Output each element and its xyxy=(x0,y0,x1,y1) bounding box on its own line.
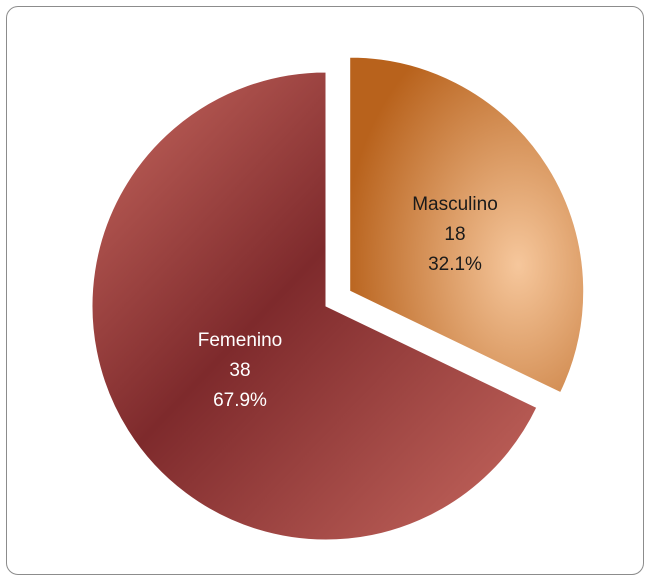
masculino-percent-label: 32.1% xyxy=(428,254,482,275)
masculino-data-label: Masculino 18 32.1% xyxy=(412,194,498,275)
femenino-value-label: 38 xyxy=(229,360,250,381)
femenino-category-label: Femenino xyxy=(198,330,283,351)
masculino-value-label: 18 xyxy=(444,224,465,245)
masculino-category-label: Masculino xyxy=(412,194,498,215)
pie-slice-femenino xyxy=(91,71,538,541)
pie-slice-masculino xyxy=(349,56,585,394)
femenino-data-label: Femenino 38 67.9% xyxy=(198,330,283,411)
femenino-percent-label: 67.9% xyxy=(213,390,267,411)
